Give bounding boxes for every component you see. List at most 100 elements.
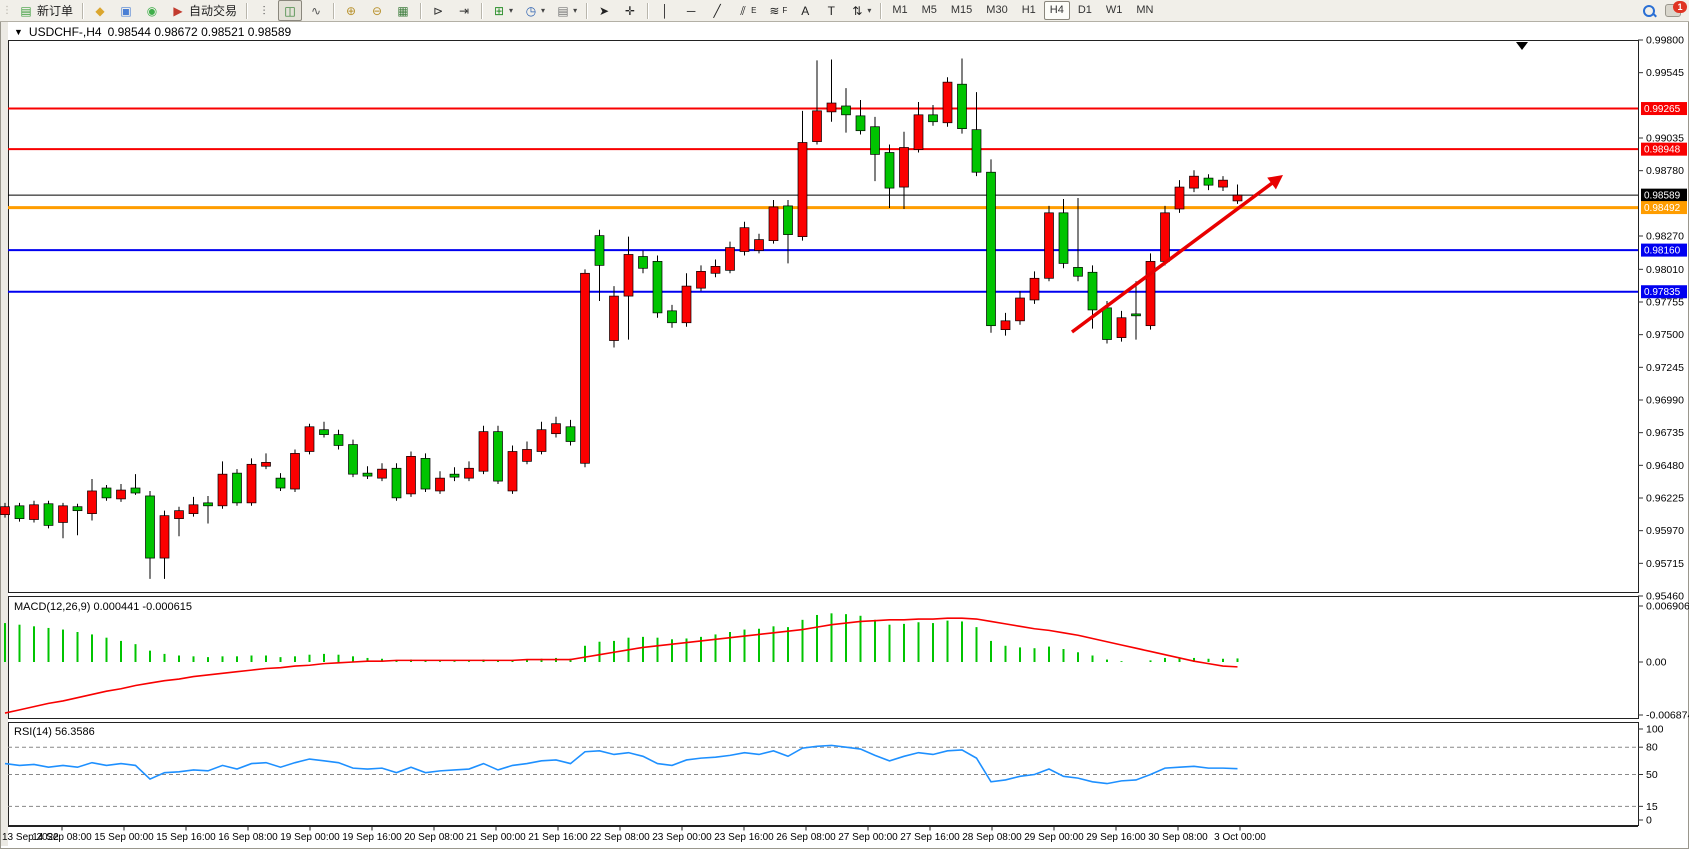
macd-signal-line	[4, 617, 1238, 714]
candle-bullish	[188, 504, 199, 514]
price-axis-label: 0.96225	[1646, 492, 1684, 504]
templates-caret-icon[interactable]: ▾	[573, 6, 578, 15]
periods-button[interactable]: ◷ ▾	[519, 0, 549, 21]
trendline-button[interactable]: ╱	[705, 0, 729, 21]
indicators-list-caret-icon[interactable]: ▾	[509, 6, 514, 15]
timeframe-w1-button[interactable]: W1	[1105, 4, 1123, 16]
templates-button[interactable]: ▤ ▾	[551, 0, 581, 21]
chart-profiles-icon: ▣	[120, 3, 132, 18]
chart-menu-caret-icon[interactable]: ▼	[14, 27, 23, 37]
zoom-in-icon: ⊕	[346, 3, 357, 18]
candle-bullish	[290, 453, 300, 490]
notification-count-badge: 1	[1673, 1, 1687, 13]
arrows-button[interactable]: ⇅ ▾	[845, 0, 875, 21]
time-axis-label: 16 Sep 08:00	[218, 832, 278, 843]
candle-bearish	[855, 115, 866, 132]
candle-bearish	[333, 434, 344, 446]
timeframe-mn-button[interactable]: MN	[1136, 4, 1154, 16]
price-badge-label: 0.98948	[1644, 145, 1681, 156]
indicators-list-button[interactable]: ⊞ ▾	[487, 0, 517, 21]
notifications-icon[interactable]: 1	[1665, 1, 1687, 17]
rsi-axis-label: 80	[1646, 742, 1658, 754]
candle-bullish	[1160, 212, 1170, 262]
time-axis-label: 3 Oct 00:00	[1214, 832, 1266, 843]
text-button[interactable]: A	[793, 0, 817, 21]
price-pane[interactable]	[8, 40, 1639, 593]
price-level-badge	[1641, 243, 1687, 257]
candle-bullish	[1015, 297, 1025, 322]
candle-bearish	[884, 152, 895, 189]
macd-axis-label: -0.006874	[1646, 710, 1689, 722]
price-badge-label: 0.99265	[1644, 104, 1681, 115]
horizontal-line-button[interactable]: ─	[679, 0, 703, 21]
periods-caret-icon[interactable]: ▾	[541, 6, 546, 15]
toolbar-divider	[481, 2, 483, 19]
price-level-badge	[1641, 285, 1687, 299]
trend-arrow-line[interactable]	[1070, 178, 1278, 334]
time-axis-label: 21 Sep 16:00	[528, 832, 588, 843]
cursor-button[interactable]: ➤	[592, 0, 616, 21]
candle-bullish	[159, 515, 170, 559]
chart-shift-button[interactable]: ⇥	[452, 0, 476, 21]
candle-bearish	[1203, 177, 1214, 186]
signals-button[interactable]: ◉	[140, 0, 164, 21]
crosshair-button[interactable]: ✛	[618, 0, 642, 21]
search-icon[interactable]	[1643, 4, 1655, 17]
price-axis-label: 0.95460	[1646, 590, 1684, 602]
arrows-caret-icon[interactable]: ▾	[867, 6, 872, 15]
window-left-margin	[1, 22, 8, 846]
equidistant-channel-button[interactable]: ⫽ E	[731, 0, 760, 21]
metaeditor-icon: ◆	[95, 3, 105, 18]
timeframe-h1-button[interactable]: H1	[1021, 4, 1036, 16]
candle-bearish	[1087, 271, 1098, 311]
autotrading-button[interactable]: ▶ 自动交易	[166, 0, 241, 21]
toolbar-divider	[586, 2, 588, 19]
timeframe-m1-button[interactable]: M1	[892, 4, 908, 16]
time-axis-label: 19 Sep 16:00	[342, 832, 402, 843]
timeframe-m30-button[interactable]: M30	[986, 4, 1008, 16]
new-order-button[interactable]: ▤ 新订单	[14, 0, 77, 21]
zoom-out-button[interactable]: ⊖	[365, 0, 389, 21]
candle-bearish	[565, 426, 576, 442]
candle-bullish	[710, 266, 721, 274]
price-axis-label: 0.98010	[1646, 264, 1684, 276]
macd-pane[interactable]	[8, 596, 1639, 719]
price-level-badge	[1641, 142, 1687, 156]
chart-profiles-button[interactable]: ▣	[114, 0, 138, 21]
candle-bullish	[768, 206, 779, 241]
candle-bullish	[826, 102, 837, 113]
toolbar-divider	[82, 2, 84, 19]
candle-bullish	[1044, 212, 1054, 279]
toolbar-divider	[420, 2, 422, 19]
zoom-in-button[interactable]: ⊕	[339, 0, 363, 21]
timeframe-m5-button[interactable]: M5	[921, 4, 937, 16]
line-chart-mode-button[interactable]: ∿	[304, 0, 328, 21]
tile-windows-button[interactable]: ▦	[391, 0, 415, 21]
periods-icon: ◷	[525, 3, 537, 18]
timeframe-d1-button[interactable]: D1	[1077, 4, 1092, 16]
metaeditor-button[interactable]: ◆	[88, 0, 112, 21]
timeframe-m15-button[interactable]: M15	[950, 4, 973, 16]
candlestick-mode-button[interactable]: ◫	[278, 0, 303, 21]
candle-bullish	[725, 247, 735, 271]
horizontal-line-icon: ─	[686, 3, 696, 18]
price-axis-label: 0.95970	[1646, 525, 1684, 537]
time-axis-label: 15 Sep 00:00	[94, 832, 154, 843]
candle-bearish	[957, 83, 967, 130]
text-label-button[interactable]: T	[819, 0, 843, 21]
time-axis-label: 19 Sep 00:00	[280, 832, 340, 843]
timeframe-h4-button[interactable]: H4	[1043, 1, 1070, 20]
candle-bullish	[0, 506, 10, 515]
line-chart-mode-icon: ∿	[311, 3, 322, 18]
auto-scroll-button[interactable]: ⊳	[426, 0, 450, 21]
price-axis-label: 0.98780	[1646, 165, 1684, 177]
price-axis-label: 0.97755	[1646, 296, 1684, 308]
candle-bearish	[43, 503, 54, 526]
time-axis-label: 29 Sep 00:00	[1024, 832, 1084, 843]
vertical-line-button[interactable]: │	[653, 0, 677, 21]
candle-bullish	[580, 272, 590, 464]
bar-chart-mode-button[interactable]: ⫶	[252, 0, 276, 21]
fibonacci-button[interactable]: ≋ F	[762, 0, 791, 21]
chart-shift-marker-icon[interactable]	[1516, 42, 1528, 50]
